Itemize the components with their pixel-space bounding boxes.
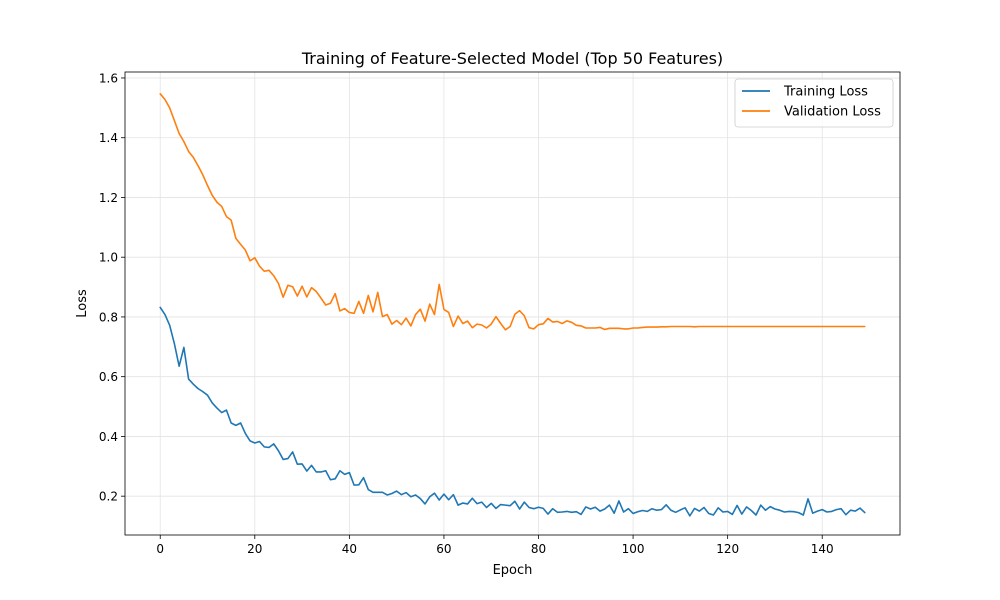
y-tick-label: 0.8 bbox=[99, 310, 118, 324]
x-tick-label: 140 bbox=[811, 542, 834, 556]
y-tick-label: 0.2 bbox=[99, 490, 118, 504]
chart-title: Training of Feature-Selected Model (Top … bbox=[301, 49, 723, 68]
series-line-training-loss bbox=[159, 306, 866, 517]
x-tick-label: 120 bbox=[716, 542, 739, 556]
legend-label-validation-loss: Validation Loss bbox=[784, 105, 881, 120]
legend-frame bbox=[734, 78, 894, 128]
y-axis: 0.2 0.4 0.6 0.8 1.0 1.2 1.4 1.6 bbox=[99, 71, 125, 504]
x-axis-label: Epoch bbox=[493, 563, 533, 578]
series-layer bbox=[159, 93, 866, 517]
legend: Training Loss Validation Loss bbox=[734, 78, 894, 128]
y-tick-label: 1.2 bbox=[99, 191, 118, 205]
series-line-validation-loss bbox=[159, 93, 866, 331]
x-tick-label: 100 bbox=[622, 542, 645, 556]
grid-lines bbox=[125, 72, 900, 535]
x-tick-label: 0 bbox=[156, 542, 164, 556]
plot-frame bbox=[124, 71, 901, 536]
y-tick-label: 0.6 bbox=[99, 370, 118, 384]
y-tick-label: 1.6 bbox=[99, 71, 118, 85]
x-tick-label: 80 bbox=[531, 542, 546, 556]
y-tick-label: 1.0 bbox=[99, 251, 118, 265]
x-axis: 0 20 40 60 80 100 120 140 bbox=[156, 535, 834, 556]
x-tick-label: 40 bbox=[342, 542, 357, 556]
y-tick-label: 0.4 bbox=[99, 430, 118, 444]
y-tick-label: 1.4 bbox=[99, 131, 118, 145]
y-axis-label: Loss bbox=[75, 289, 90, 318]
legend-label-training-loss: Training Loss bbox=[783, 85, 868, 100]
x-tick-label: 60 bbox=[436, 542, 451, 556]
x-tick-label: 20 bbox=[247, 542, 262, 556]
